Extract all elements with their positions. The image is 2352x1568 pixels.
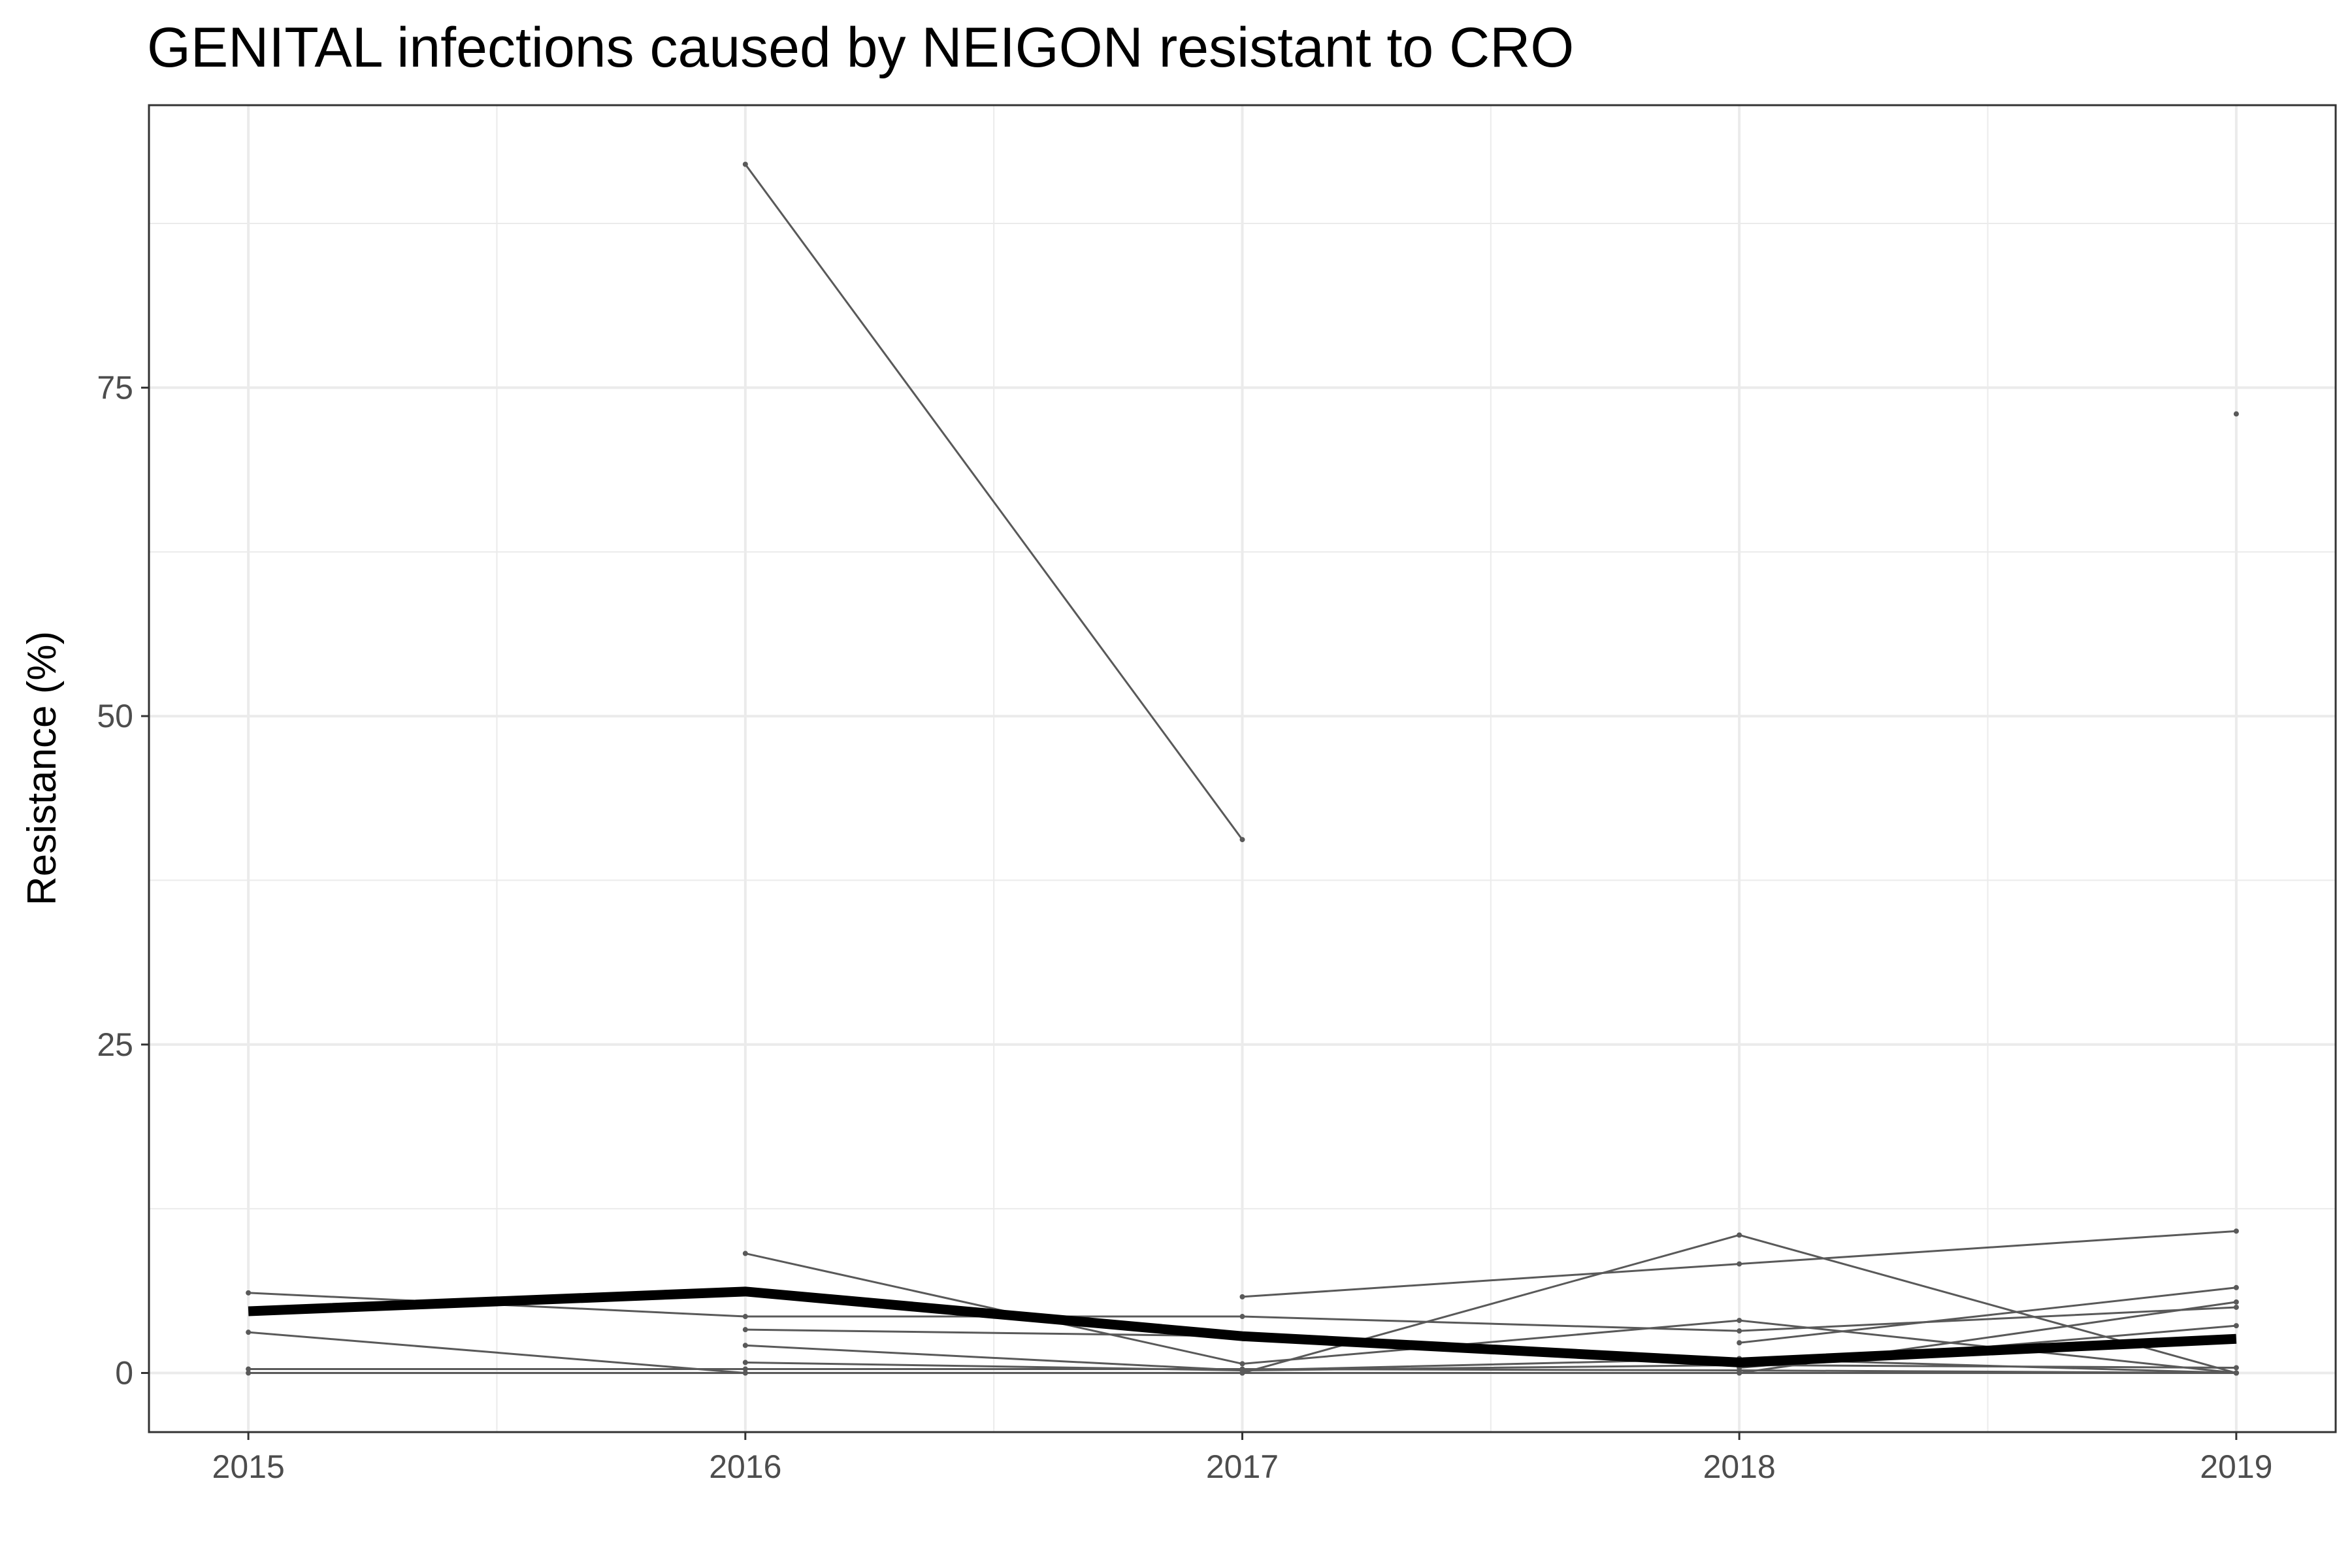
x-tick-label: 2018 bbox=[1703, 1448, 1776, 1485]
series-line bbox=[745, 1328, 1243, 1337]
series-line bbox=[745, 1361, 2236, 1371]
series-point bbox=[742, 1314, 748, 1320]
x-axis: 2015 2016 2017 2018 2019 bbox=[212, 1432, 2272, 1485]
series-line bbox=[1739, 1286, 2237, 1344]
x-tick-label: 2019 bbox=[2200, 1448, 2272, 1485]
series-point bbox=[1239, 1361, 1245, 1367]
x-tick-label: 2016 bbox=[709, 1448, 781, 1485]
y-tick-label: 75 bbox=[97, 369, 133, 406]
x-tick-label: 2017 bbox=[1206, 1448, 1279, 1485]
series-point bbox=[2233, 1304, 2239, 1310]
series-point bbox=[1239, 1294, 1245, 1299]
series-point bbox=[742, 161, 748, 167]
summary-series-line bbox=[248, 1286, 2237, 1367]
y-axis: 0 25 50 75 bbox=[97, 369, 149, 1392]
series-point bbox=[742, 1327, 748, 1333]
y-tick-label: 0 bbox=[115, 1355, 133, 1392]
summary-line bbox=[248, 1286, 2237, 1367]
series-point bbox=[1737, 1370, 1742, 1376]
y-tick-label: 25 bbox=[97, 1026, 133, 1063]
series-point bbox=[2233, 1365, 2239, 1371]
y-tick-label: 50 bbox=[97, 698, 133, 734]
series-point bbox=[1737, 1232, 1742, 1238]
series-point bbox=[742, 1250, 748, 1256]
series-line bbox=[744, 163, 1243, 840]
series-point bbox=[1239, 1370, 1245, 1376]
series-point bbox=[246, 1370, 252, 1376]
series-point bbox=[246, 1366, 252, 1372]
series-point bbox=[2233, 1323, 2239, 1329]
series-point bbox=[1239, 837, 1245, 843]
series-point bbox=[1737, 1328, 1742, 1334]
series-point bbox=[1737, 1261, 1742, 1267]
series-point bbox=[742, 1370, 748, 1376]
series-point bbox=[2233, 1284, 2239, 1290]
series-point bbox=[246, 1290, 252, 1296]
series-point bbox=[1239, 1314, 1245, 1320]
series-point bbox=[2233, 411, 2239, 417]
series-point bbox=[742, 1343, 748, 1348]
series-point bbox=[2233, 1299, 2239, 1305]
series-point bbox=[742, 1366, 748, 1372]
chart-title: GENITAL infections caused by NEIGON resi… bbox=[147, 16, 1575, 79]
series-lines bbox=[246, 161, 2239, 1376]
series-point bbox=[1737, 1318, 1742, 1324]
series-point bbox=[742, 1360, 748, 1365]
series-point bbox=[246, 1330, 252, 1335]
x-tick-label: 2015 bbox=[212, 1448, 285, 1485]
series-point bbox=[2233, 1370, 2239, 1376]
y-axis-title: Resistance (%) bbox=[20, 631, 65, 906]
series-point bbox=[2233, 1228, 2239, 1234]
series-point bbox=[1737, 1340, 1742, 1346]
